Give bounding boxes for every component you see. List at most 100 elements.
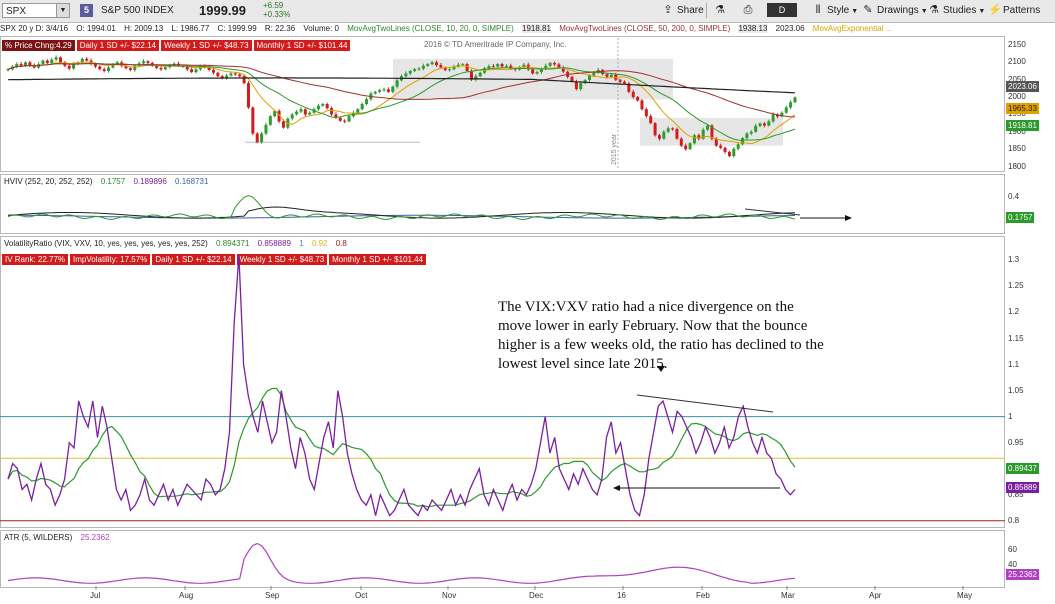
candle-body <box>133 65 137 70</box>
candle-body <box>631 91 635 98</box>
patterns-button[interactable]: ⚡Patterns <box>988 2 1040 19</box>
price-change-abs: +6.59 <box>263 1 284 10</box>
candle-body <box>671 128 675 130</box>
candle-body <box>500 64 504 67</box>
candle-body <box>653 123 657 136</box>
candle-body <box>684 145 688 150</box>
style-label: Style <box>827 5 850 16</box>
candle-body <box>531 69 535 74</box>
x-axis-tick: Jul <box>90 591 101 600</box>
x-axis-tick: May <box>957 591 973 600</box>
candle-body <box>290 114 294 119</box>
flask-button[interactable]: ⚗ <box>714 2 729 19</box>
studies-button[interactable]: ⚗ Studies ▼ <box>928 2 985 19</box>
candle-body <box>54 57 58 60</box>
volatility-ratio-title: VolatilityRatio (VIX, VXV, 10, yes, yes,… <box>4 239 353 248</box>
symbol-description: S&P 500 INDEX <box>101 5 174 16</box>
candle-body <box>216 72 220 77</box>
candle-body <box>338 117 342 121</box>
candle-body <box>675 129 679 139</box>
candle-body <box>325 104 329 109</box>
symbol-text: SPX <box>6 6 27 17</box>
candle-body <box>732 148 736 157</box>
candle-body <box>28 62 32 66</box>
vr-axis-tick: 1.25 <box>1008 281 1024 291</box>
ma10-line <box>7 61 796 145</box>
ma50-line <box>7 63 796 118</box>
candle-body <box>194 69 198 73</box>
price-pane[interactable] <box>0 36 1005 172</box>
vr-main-line <box>7 255 796 517</box>
style-button[interactable]: ⫴ Style ▼ <box>812 2 858 19</box>
print-button[interactable]: ⎙ <box>742 2 757 19</box>
candle-body <box>627 83 631 92</box>
candle-body <box>32 65 36 68</box>
candle-body <box>513 68 517 70</box>
flask-icon: ⚗ <box>715 4 725 16</box>
candle-body <box>561 67 565 72</box>
candle-body <box>692 135 696 144</box>
candle-body <box>570 76 574 82</box>
candle-body <box>640 100 644 110</box>
candle-body <box>365 99 369 104</box>
candle-body <box>522 64 526 68</box>
candle-body <box>544 65 548 70</box>
share-button[interactable]: ⇪ Share <box>662 2 703 19</box>
price-axis-tick: 2000 <box>1008 92 1026 102</box>
vr-arrow-head <box>613 485 620 491</box>
candle-body <box>159 67 163 70</box>
hviv-pane[interactable] <box>0 174 1005 234</box>
vr-value-2: 0.858889 <box>257 239 292 248</box>
mov-avg-2-value-1: 1938.13 <box>738 24 768 33</box>
range-value: R: 22.36 <box>264 24 296 33</box>
chevron-down-icon: ▼ <box>978 8 986 15</box>
mov-avg-2-title[interactable]: MovAvgTwoLines (CLOSE, 50, 200, 0, SIMPL… <box>559 24 731 33</box>
symbol-link-badge[interactable]: 5 <box>80 4 93 17</box>
chevron-down-icon[interactable]: ▼ <box>56 4 69 17</box>
candle-body <box>107 67 111 71</box>
atr-pane[interactable] <box>0 530 1005 588</box>
candle-body <box>185 66 189 70</box>
candle-body <box>749 131 753 134</box>
interval-selector[interactable]: D <box>767 3 797 17</box>
candle-body <box>255 133 259 143</box>
divergence-trendline <box>636 394 774 413</box>
candle-body <box>762 123 766 126</box>
atr-name: ATR (5, WILDERS) <box>4 533 73 542</box>
candle-body <box>98 66 102 70</box>
candle-body <box>723 147 727 152</box>
price-axis-tick: 2150 <box>1008 39 1026 49</box>
candle-body <box>408 71 412 74</box>
drawings-button[interactable]: ✎ Drawings ▼ <box>862 2 927 19</box>
candle-body <box>636 97 640 101</box>
vr-axis-tick: 0.8 <box>1008 515 1020 525</box>
candle-body <box>347 116 351 122</box>
candle-body <box>421 65 425 69</box>
ma200-line <box>7 77 796 94</box>
candle-body <box>373 91 377 94</box>
candle-body <box>111 64 115 68</box>
price-study-labels: % Price Chng:4.29 Daily 1 SD +/- $22.14 … <box>2 40 351 51</box>
candle-body <box>618 79 622 82</box>
x-axis-tick: Oct <box>355 591 368 600</box>
candle-body <box>736 144 740 149</box>
candle-body <box>115 62 119 65</box>
mov-avg-1-title[interactable]: MovAvgTwoLines (CLOSE, 10, 20, 0, SIMPLE… <box>347 24 514 33</box>
candle-body <box>605 74 609 77</box>
candle-body <box>666 128 670 132</box>
mov-avg-3-title[interactable]: MovAvgExponential ... <box>812 24 893 33</box>
candle-body <box>50 59 54 64</box>
symbol-input[interactable]: SPX ▼ <box>2 3 70 18</box>
candle-body <box>260 133 264 143</box>
close-value: C: 1999.99 <box>217 24 257 33</box>
candle-body <box>303 109 307 115</box>
candle-body <box>771 114 775 122</box>
candle-body <box>316 105 320 110</box>
candle-body <box>583 80 587 84</box>
last-price: 1999.99 <box>199 3 246 18</box>
volatility-ratio-pane[interactable] <box>0 236 1005 528</box>
price-axis-tick: 1850 <box>1008 144 1026 154</box>
candle-body <box>146 61 150 64</box>
vr-axis-tick: 1.3 <box>1008 255 1020 265</box>
